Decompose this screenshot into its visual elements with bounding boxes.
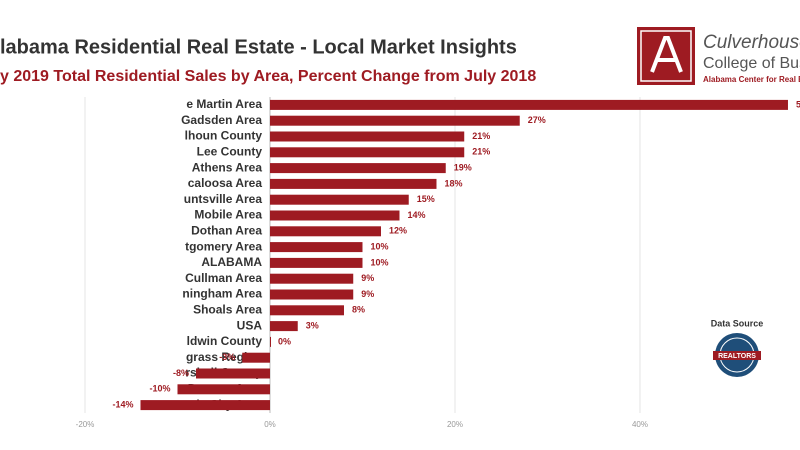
bar: [269, 336, 271, 347]
data-source: Data Source: [711, 318, 764, 328]
y-tick-label: ALABAMA: [201, 255, 262, 269]
bar: [269, 194, 409, 205]
value-label: 12%: [389, 226, 407, 236]
value-label: 9%: [361, 289, 374, 299]
value-label: 10%: [370, 241, 388, 251]
value-label: -3%: [219, 352, 235, 362]
value-label: -8%: [173, 368, 189, 378]
y-tick-label: untsville Area: [184, 192, 263, 206]
value-label: 27%: [528, 115, 546, 125]
x-tick-label: 0%: [264, 420, 276, 429]
bar: [269, 131, 465, 142]
bar: [269, 242, 363, 253]
x-tick-label: 20%: [447, 420, 463, 429]
x-tick-label: 40%: [632, 420, 648, 429]
value-label: 0%: [278, 336, 291, 346]
value-label: 5: [796, 99, 800, 109]
y-tick-label: USA: [237, 318, 263, 332]
value-label: 10%: [370, 257, 388, 267]
bar: [269, 163, 446, 174]
bar: [269, 226, 381, 237]
bar: [269, 289, 354, 300]
logo-line: Alabama Center for Real Esta: [703, 75, 800, 84]
chart-title: labama Residential Real Estate - Local M…: [0, 36, 517, 58]
bar: [269, 257, 363, 268]
y-tick-label: Dothan Area: [191, 223, 262, 237]
y-tick-label: e Martin Area: [186, 97, 262, 111]
bar: [242, 352, 270, 363]
x-tick-label: -20%: [76, 420, 95, 429]
bar: [269, 210, 400, 221]
bar: [269, 305, 344, 316]
bar: [269, 99, 788, 110]
y-tick-label: Mobile Area: [194, 208, 262, 222]
value-label: 14%: [407, 210, 425, 220]
y-tick-label: Cullman Area: [185, 271, 262, 285]
value-label: 19%: [454, 162, 472, 172]
y-tick-label: Shoals Area: [193, 302, 262, 316]
bar: [140, 400, 270, 411]
logo-letter: [650, 36, 683, 73]
logo: Culverhouse College of Bus Alabama Cente…: [637, 27, 800, 85]
bar: [269, 115, 520, 126]
bar: [269, 178, 437, 189]
y-tick-label: ldwin County: [187, 334, 263, 348]
bar: [269, 321, 298, 332]
logo-line: College of Bus: [703, 55, 800, 72]
y-tick-label: ningham Area: [182, 287, 262, 301]
value-label: 3%: [306, 320, 319, 330]
value-label: 9%: [361, 273, 374, 283]
bar: [195, 368, 270, 379]
badge-band: [713, 351, 761, 360]
bar: [269, 147, 465, 158]
logo-line: Culverhouse: [703, 32, 800, 53]
y-tick-label: tgomery Area: [185, 239, 262, 253]
value-label: -14%: [112, 399, 133, 409]
logo-box: [637, 27, 695, 85]
badge-text: REALTORS: [718, 353, 756, 360]
y-tick-label: lhoun County: [185, 129, 263, 143]
bar: [177, 384, 270, 395]
value-label: -10%: [149, 384, 170, 394]
value-label: 21%: [472, 131, 490, 141]
realtors-badge: REALTORS: [713, 333, 761, 377]
y-tick-label: Athens Area: [192, 160, 263, 174]
bar: [269, 273, 354, 284]
value-label: 18%: [444, 178, 462, 188]
y-tick-label: Gadsden Area: [181, 113, 262, 127]
value-label: 15%: [417, 194, 435, 204]
y-tick-label: caloosa Area: [188, 176, 263, 190]
value-label: 8%: [352, 305, 365, 315]
y-tick-label: Lee County: [197, 144, 263, 158]
value-label: 21%: [472, 147, 490, 157]
chart-subtitle: y 2019 Total Residential Sales by Area, …: [0, 68, 536, 85]
logo-frame: [640, 30, 692, 82]
